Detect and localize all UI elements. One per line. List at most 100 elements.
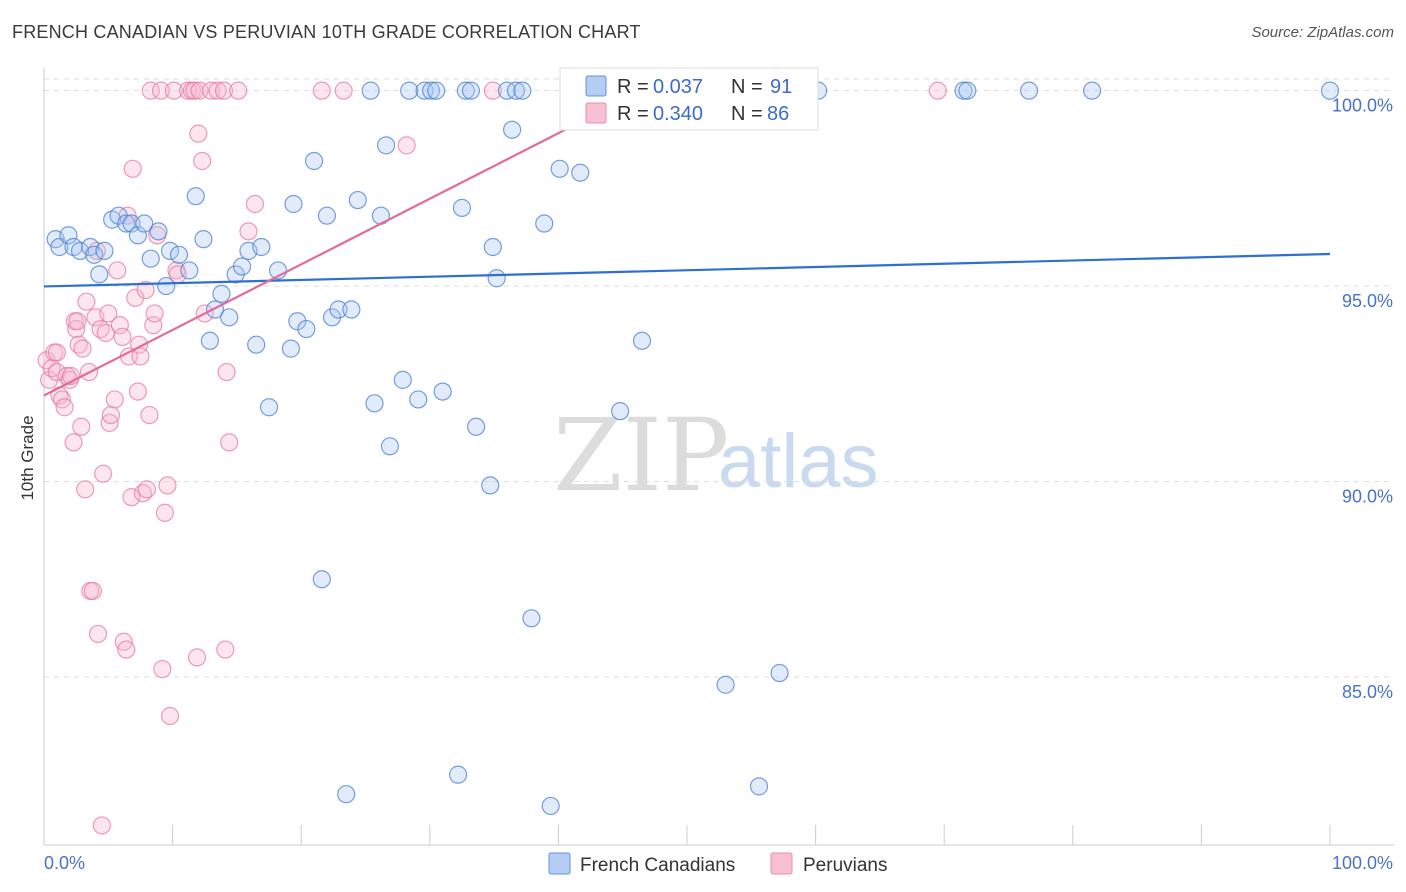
data-point <box>108 261 127 280</box>
data-point <box>312 570 331 589</box>
data-point <box>770 663 789 683</box>
data-point <box>83 581 102 601</box>
data-point <box>131 347 150 366</box>
data-point <box>145 304 164 323</box>
legend-n-label-2: N = <box>731 103 763 125</box>
watermark-atlas: atlas <box>718 419 879 504</box>
data-point <box>448 765 468 784</box>
data-point <box>164 81 183 100</box>
data-point <box>90 265 109 284</box>
data-point <box>928 81 947 100</box>
y-tick-label: 90.0% <box>1342 486 1393 506</box>
data-point <box>117 640 136 659</box>
legend-n-label-1: N = <box>731 76 763 98</box>
data-point <box>466 417 486 436</box>
data-point <box>503 120 522 139</box>
legend-n-value-2: 86 <box>767 103 789 125</box>
data-point <box>140 405 159 425</box>
watermark-zip: ZIP <box>553 397 729 514</box>
axes <box>43 68 1394 846</box>
data-point <box>208 81 227 100</box>
data-point <box>128 382 147 401</box>
trend-line-peruvians <box>43 99 624 397</box>
data-point <box>70 241 90 260</box>
data-point <box>397 136 416 155</box>
data-point <box>954 81 973 100</box>
french-canadians-points <box>46 81 1340 816</box>
data-point <box>281 339 301 358</box>
data-point <box>186 187 205 206</box>
data-point <box>259 398 279 417</box>
data-point <box>247 335 266 354</box>
data-point <box>200 331 219 350</box>
trend-lines <box>43 99 1331 397</box>
data-point <box>117 214 136 233</box>
data-point <box>96 323 115 343</box>
data-point <box>187 648 207 667</box>
data-point <box>958 81 977 100</box>
data-point <box>64 433 83 452</box>
data-point <box>220 433 239 452</box>
data-point <box>749 777 769 796</box>
data-point <box>393 370 412 389</box>
legend-r-value-1: 0.037 <box>653 76 703 98</box>
y-axis-title: 10th Grade <box>18 415 37 500</box>
data-point <box>483 81 502 100</box>
data-point <box>550 159 569 178</box>
legend-swatch-pink <box>585 102 607 124</box>
series-swatch-peruvians <box>770 852 793 875</box>
y-tick-label: 85.0% <box>1342 682 1393 702</box>
data-point <box>151 81 171 100</box>
legend-swatch-blue <box>585 75 607 97</box>
data-point <box>160 706 180 726</box>
data-point <box>137 480 156 499</box>
data-point <box>40 370 59 389</box>
data-point <box>409 390 428 409</box>
data-point <box>541 796 560 816</box>
data-point <box>220 308 239 327</box>
data-point <box>94 464 113 483</box>
data-point <box>92 816 111 835</box>
data-point <box>160 241 180 260</box>
data-point <box>149 222 168 241</box>
data-point <box>141 81 160 100</box>
data-point <box>513 81 532 100</box>
x-tick-label: 100.0% <box>1332 853 1393 873</box>
data-point <box>99 304 118 323</box>
data-point <box>212 284 231 303</box>
data-point <box>232 257 252 276</box>
series-label-french-canadians: French Canadians <box>580 855 735 876</box>
data-point <box>312 81 331 100</box>
data-point <box>461 81 481 100</box>
data-point <box>59 226 78 245</box>
legend-r-label-1: R = <box>617 76 649 98</box>
legend-r-label-2: R = <box>617 103 649 125</box>
data-point <box>153 660 172 679</box>
data-point <box>716 675 735 694</box>
data-point <box>157 276 176 296</box>
y-tick-label: 100.0% <box>1332 96 1393 116</box>
data-point <box>380 437 400 456</box>
data-point <box>297 319 316 339</box>
series-label-peruvians: Peruvians <box>803 855 888 876</box>
data-point <box>304 151 324 171</box>
source-label: Source: ZipAtlas.com <box>1251 24 1394 41</box>
data-point <box>202 81 221 100</box>
series-legend: French Canadians Peruvians <box>548 852 888 876</box>
data-point <box>77 292 96 311</box>
data-point <box>135 214 154 233</box>
data-point <box>155 503 174 522</box>
legend-r-value-2: 0.340 <box>653 103 703 125</box>
series-swatch-french-canadians <box>548 852 571 875</box>
data-point <box>522 609 541 628</box>
data-point <box>216 640 235 659</box>
data-point <box>72 417 91 436</box>
data-point <box>329 300 348 319</box>
data-point <box>68 312 87 331</box>
data-point <box>189 124 208 143</box>
data-point <box>481 476 500 495</box>
data-point <box>611 402 630 421</box>
data-point <box>421 81 441 100</box>
data-point <box>252 237 271 257</box>
